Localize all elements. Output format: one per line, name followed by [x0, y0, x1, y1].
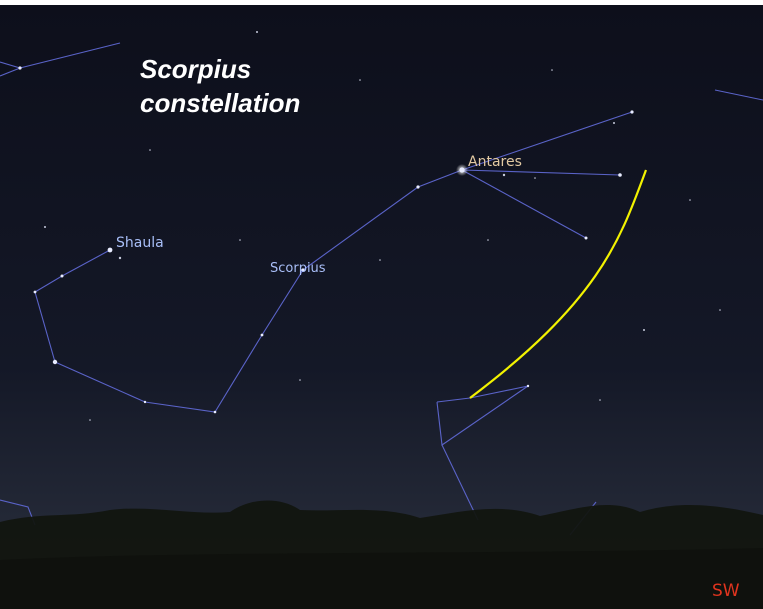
stars	[18, 66, 634, 414]
compass-label: SW	[712, 581, 740, 601]
title-line: Scorpius	[140, 54, 251, 84]
faint-stars	[44, 31, 721, 421]
sky	[0, 5, 763, 609]
title-line: constellation	[140, 88, 300, 118]
ground	[0, 548, 763, 609]
sting-curve	[469, 169, 648, 399]
constellation-label: Scorpius	[270, 261, 326, 276]
star-label: Shaula	[116, 235, 164, 251]
star-label: Antares	[468, 154, 522, 170]
